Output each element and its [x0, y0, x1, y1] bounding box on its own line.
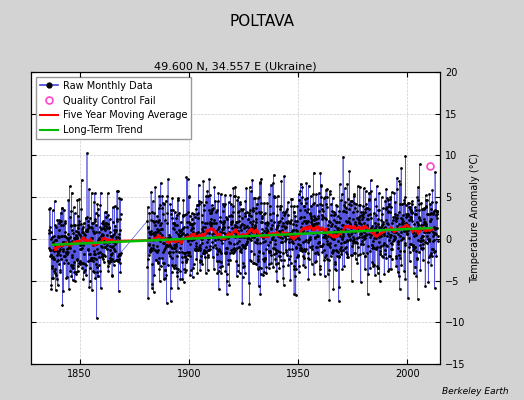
- Legend: Raw Monthly Data, Quality Control Fail, Five Year Moving Average, Long-Term Tren: Raw Monthly Data, Quality Control Fail, …: [36, 77, 191, 139]
- Y-axis label: Temperature Anomaly (°C): Temperature Anomaly (°C): [470, 153, 479, 283]
- Text: Berkeley Earth: Berkeley Earth: [442, 387, 508, 396]
- Title: 49.600 N, 34.557 E (Ukraine): 49.600 N, 34.557 E (Ukraine): [155, 61, 317, 71]
- Text: POLTAVA: POLTAVA: [230, 14, 294, 29]
